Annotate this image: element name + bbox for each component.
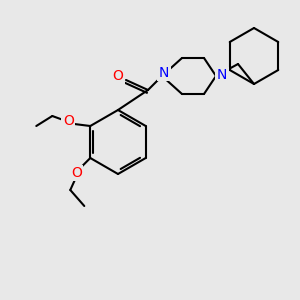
Text: N: N bbox=[159, 66, 169, 80]
Text: N: N bbox=[217, 68, 227, 82]
Text: O: O bbox=[71, 166, 82, 180]
Text: O: O bbox=[63, 114, 74, 128]
Text: O: O bbox=[112, 69, 123, 83]
